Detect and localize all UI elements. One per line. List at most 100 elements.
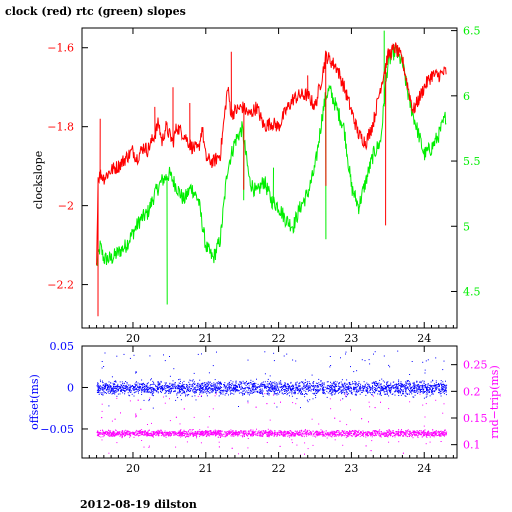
scatter-point — [361, 391, 363, 393]
scatter-point — [359, 390, 361, 392]
scatter-point — [152, 436, 154, 438]
scatter-point — [268, 435, 270, 437]
scatter-point — [323, 384, 325, 386]
scatter-point — [291, 389, 292, 391]
scatter-point — [393, 391, 395, 393]
scatter-point — [146, 388, 148, 390]
scatter-point — [102, 380, 103, 382]
scatter-point — [405, 382, 407, 384]
scatter-point — [276, 382, 278, 384]
scatter-point — [185, 387, 187, 389]
scatter-point — [419, 393, 421, 395]
scatter-point — [412, 434, 414, 436]
scatter-point — [305, 390, 307, 392]
scatter-point — [354, 381, 356, 383]
scatter-point — [113, 392, 115, 394]
scatter-point — [427, 359, 429, 361]
scatter-point — [317, 385, 319, 387]
scatter-point — [204, 431, 206, 433]
scatter-point — [118, 431, 120, 433]
scatter-point — [323, 431, 325, 433]
scatter-point — [409, 393, 410, 395]
scatter-point — [272, 388, 274, 390]
scatter-point — [432, 390, 434, 392]
scatter-point — [215, 390, 217, 392]
scatter-point — [248, 388, 250, 389]
scatter-point — [432, 388, 433, 390]
scatter-point — [435, 357, 437, 359]
scatter-point — [229, 432, 231, 434]
scatter-point — [251, 434, 253, 436]
scatter-point — [290, 389, 292, 391]
scatter-point — [286, 394, 288, 396]
scatter-point — [313, 384, 315, 386]
scatter-point — [242, 434, 244, 436]
scatter-point — [395, 384, 397, 386]
scatter-point — [345, 353, 346, 355]
scatter-point — [165, 383, 166, 385]
scatter-point — [321, 433, 323, 435]
scatter-point — [180, 394, 182, 396]
scatter-point — [218, 432, 220, 434]
scatter-point — [385, 387, 387, 389]
scatter-point — [185, 436, 187, 438]
scatter-point — [100, 436, 102, 438]
scatter-point — [101, 410, 103, 412]
scatter-point — [116, 395, 118, 397]
scatter-point — [321, 389, 323, 391]
scatter-point — [388, 441, 390, 443]
scatter-point — [348, 385, 350, 387]
scatter-point — [338, 383, 340, 385]
scatter-point — [411, 389, 413, 391]
scatter-point — [405, 386, 407, 388]
scatter-point — [324, 389, 326, 391]
scatter-point — [306, 393, 308, 395]
scatter-point — [96, 390, 98, 392]
scatter-point — [380, 433, 382, 435]
scatter-point — [396, 431, 397, 432]
scatter-point — [380, 394, 382, 396]
scatter-point — [344, 382, 346, 384]
scatter-point — [426, 434, 427, 436]
scatter-point — [285, 382, 286, 384]
scatter-point — [230, 384, 231, 386]
scatter-point — [238, 390, 240, 392]
scatter-point — [398, 385, 400, 386]
scatter-point — [338, 434, 340, 436]
scatter-point — [125, 385, 127, 387]
scatter-point — [356, 389, 358, 391]
scatter-point — [211, 386, 213, 387]
scatter-point — [443, 393, 445, 395]
scatter-point — [201, 390, 203, 391]
scatter-point — [285, 390, 287, 392]
scatter-point — [129, 432, 131, 434]
scatter-point — [362, 433, 364, 435]
scatter-point — [382, 380, 384, 382]
scatter-point — [315, 391, 317, 393]
scatter-point — [182, 385, 184, 387]
scatter-point — [267, 390, 268, 392]
scatter-point — [110, 389, 112, 391]
scatter-point — [347, 388, 349, 390]
scatter-point — [441, 432, 443, 434]
scatter-point — [390, 382, 392, 384]
scatter-point — [210, 388, 212, 390]
scatter-point — [400, 385, 402, 387]
scatter-point — [311, 374, 313, 376]
scatter-point — [114, 384, 116, 386]
scatter-point — [355, 433, 357, 435]
scatter-point — [257, 383, 259, 385]
scatter-point — [275, 393, 276, 395]
scatter-point — [345, 383, 347, 385]
scatter-point — [183, 433, 184, 435]
scatter-point — [106, 431, 108, 433]
scatter-point — [182, 435, 184, 437]
scatter-point — [287, 389, 289, 391]
scatter-point — [390, 389, 392, 391]
scatter-point — [306, 388, 308, 390]
scatter-point — [375, 389, 377, 391]
scatter-point — [277, 387, 279, 389]
scatter-point — [299, 388, 301, 390]
scatter-point — [203, 431, 205, 433]
scatter-point — [274, 383, 276, 384]
